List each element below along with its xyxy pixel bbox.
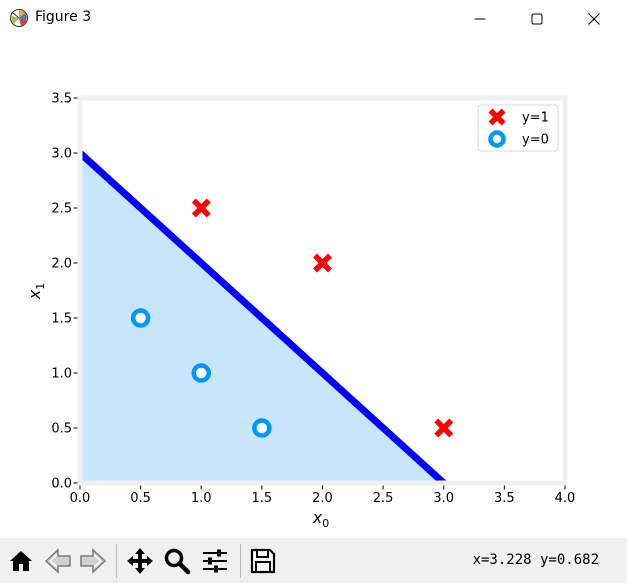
- x-tick-label: 3.0: [433, 491, 454, 506]
- x-tick-label: 0.0: [70, 491, 91, 506]
- close-icon: [588, 13, 600, 25]
- x-tick-label: 4.0: [555, 491, 576, 506]
- configure-subplots-icon: [203, 549, 227, 573]
- save-icon: [250, 548, 276, 574]
- x-tick-label: 0.5: [130, 491, 151, 506]
- legend: y=1y=0: [477, 104, 559, 152]
- minimize-button[interactable]: [457, 0, 503, 38]
- data-point-y1: [313, 253, 332, 273]
- matplotlib-icon: [10, 9, 28, 27]
- y-tick-label: 3.0: [51, 147, 72, 162]
- y-tick-label: 0.5: [51, 422, 72, 437]
- back-button[interactable]: [41, 544, 75, 578]
- zoom-button[interactable]: [160, 544, 194, 578]
- y-tick-label: 1.0: [51, 367, 72, 382]
- save-button[interactable]: [246, 544, 280, 578]
- x-tick-label: 3.5: [494, 491, 515, 506]
- x-tick-label: 1.5: [252, 491, 273, 506]
- data-point-y0: [252, 418, 272, 438]
- legend-label: y=1: [522, 111, 549, 126]
- y-tick-label: 1.5: [51, 312, 72, 327]
- home-button[interactable]: [4, 544, 38, 578]
- axes-frame: [77, 95, 568, 486]
- close-button[interactable]: [571, 0, 617, 38]
- forward-button[interactable]: [76, 544, 110, 578]
- y-tick-label: 2.0: [51, 257, 72, 272]
- navigation-toolbar: x=3.228 y=0.682: [0, 538, 627, 583]
- y-tick-label: 2.5: [51, 202, 72, 217]
- data-point-y1: [434, 418, 454, 438]
- back-icon: [44, 548, 71, 574]
- y-axis-label: x1: [25, 283, 47, 300]
- zoom-icon: [164, 548, 191, 575]
- pan-button[interactable]: [123, 544, 157, 578]
- forward-icon: [80, 548, 107, 574]
- data-point-y0: [191, 363, 211, 383]
- x-tick-label: 2.0: [312, 491, 333, 506]
- figure-canvas[interactable]: 0.0 0.5 1.0 1.5 2.0 2.5 3.0 3.5 4.0 0.0 0.5 1.0 1.5…: [0, 38, 627, 538]
- maximize-button[interactable]: [514, 0, 560, 38]
- data-point-y1: [191, 198, 211, 218]
- legend-marker-y0: [488, 130, 506, 148]
- title-bar: Figure 3: [0, 0, 627, 38]
- data-point-y0: [130, 308, 151, 328]
- x-tick-label: 1.0: [191, 491, 212, 506]
- configure-subplots-button[interactable]: [198, 544, 232, 578]
- y-tick-label: 3.5: [51, 92, 72, 107]
- maximize-icon: [531, 13, 543, 25]
- scatter-plot: 0.0 0.5 1.0 1.5 2.0 2.5 3.0 3.5 4.0 0.0 0.5 1.0 1.5…: [25, 92, 576, 531]
- minimize-icon: [474, 18, 486, 20]
- toolbar-separator: [116, 544, 117, 578]
- x-axis-label: x0: [312, 508, 329, 530]
- x-tick-label: 2.5: [373, 491, 394, 506]
- toolbar-separator: [240, 544, 241, 578]
- legend-label: y=0: [522, 133, 549, 148]
- y-tick-label: 0.0: [51, 477, 72, 492]
- home-icon: [10, 551, 32, 571]
- legend-marker-y1: [488, 108, 506, 126]
- decision-boundary-line: [77, 150, 447, 486]
- cursor-coordinates: x=3.228 y=0.682: [472, 552, 599, 568]
- window-title: Figure 3: [35, 9, 92, 25]
- pan-icon: [127, 548, 153, 574]
